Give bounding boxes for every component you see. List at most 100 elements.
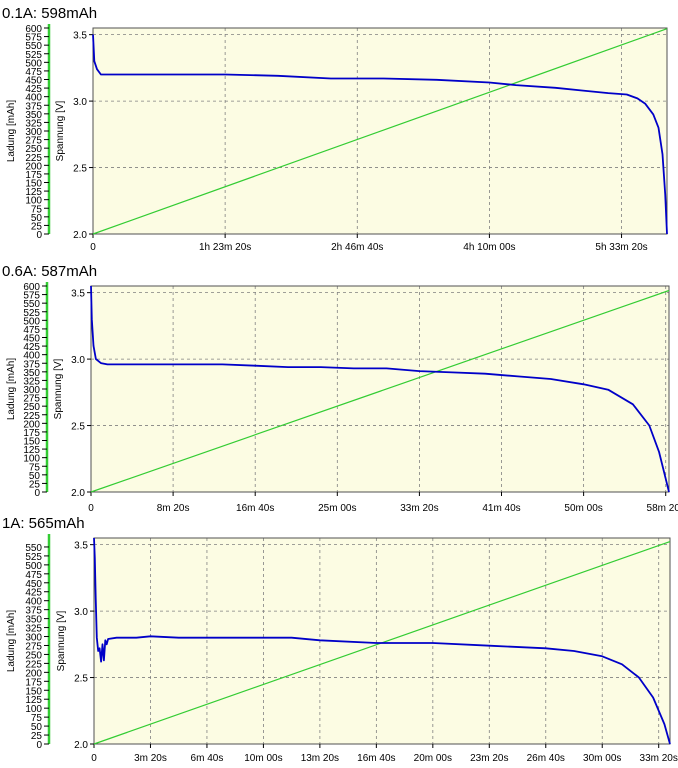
charge-tick-label: 575 bbox=[23, 291, 40, 302]
charge-tick-label: 550 bbox=[25, 543, 42, 554]
charge-tick-label: 50 bbox=[29, 471, 41, 482]
charge-tick-label: 550 bbox=[25, 41, 42, 52]
x-tick-label: 33m 20s bbox=[400, 503, 438, 514]
charge-tick-label: 450 bbox=[25, 76, 42, 87]
charge-tick-label: 350 bbox=[23, 368, 40, 379]
charge-tick-label: 475 bbox=[25, 570, 42, 581]
charge-tick-label: 400 bbox=[25, 93, 42, 104]
charge-tick-label: 0 bbox=[36, 740, 42, 751]
charge-tick-label: 450 bbox=[23, 334, 40, 345]
voltage-tick-label: 3.5 bbox=[74, 541, 88, 552]
charge-tick-label: 525 bbox=[23, 308, 40, 319]
voltage-axis-label: Spannung [V] bbox=[53, 358, 64, 419]
x-tick-label: 30m 00s bbox=[583, 753, 621, 764]
x-tick-label: 1h 23m 20s bbox=[199, 242, 251, 253]
charge-tick-label: 375 bbox=[25, 606, 42, 617]
charge-tick-label: 325 bbox=[23, 376, 40, 387]
charge-tick-label: 475 bbox=[23, 325, 40, 336]
charge-tick-label: 550 bbox=[23, 299, 40, 310]
voltage-tick-label: 2.0 bbox=[73, 230, 87, 241]
charge-tick-label: 225 bbox=[25, 153, 42, 164]
charge-tick-label: 275 bbox=[25, 641, 42, 652]
charge-tick-label: 500 bbox=[25, 561, 42, 572]
charge-axis-label: Ladung [mAh] bbox=[6, 610, 17, 672]
charge-tick-label: 300 bbox=[25, 127, 42, 138]
chart-panel-3: 1A: 565mAh 0 3m 20s 6m 40s 10m 00s 13m 20s 16m… bbox=[2, 515, 678, 764]
charge-tick-label: 325 bbox=[25, 118, 42, 129]
charge-tick-label: 300 bbox=[25, 633, 42, 644]
charge-tick-label: 525 bbox=[25, 50, 42, 61]
charge-tick-label: 200 bbox=[25, 668, 42, 679]
charge-tick-label: 575 bbox=[25, 33, 42, 44]
charge-tick-label: 100 bbox=[23, 454, 40, 465]
charge-tick-label: 425 bbox=[25, 588, 42, 599]
x-tick-label: 58m 20s bbox=[647, 503, 678, 514]
charge-tick-label: 350 bbox=[25, 615, 42, 626]
x-tick-label: 4h 10m 00s bbox=[463, 242, 515, 253]
charge-tick-label: 75 bbox=[31, 204, 43, 215]
x-tick-label: 2h 46m 40s bbox=[331, 242, 383, 253]
charge-tick-label: 175 bbox=[25, 677, 42, 688]
plot-frame bbox=[90, 285, 670, 493]
x-tick-label: 13m 20s bbox=[301, 753, 339, 764]
charge-tick-label: 50 bbox=[31, 213, 43, 224]
voltage-tick-label: 3.5 bbox=[71, 289, 85, 300]
chart-title: 1A: 565mAh bbox=[2, 515, 85, 532]
charge-tick-label: 300 bbox=[23, 385, 40, 396]
charge-tick-label: 100 bbox=[25, 196, 42, 207]
charge-axis-label: Ladung [mAh] bbox=[6, 358, 17, 420]
x-tick-label: 26m 40s bbox=[527, 753, 565, 764]
x-tick-label: 0 bbox=[88, 503, 94, 514]
charge-tick-label: 275 bbox=[25, 136, 42, 147]
voltage-series-line bbox=[93, 537, 671, 745]
charge-tick-label: 450 bbox=[25, 579, 42, 590]
charge-tick-label: 400 bbox=[23, 351, 40, 362]
x-tick-label: 10m 00s bbox=[244, 753, 282, 764]
x-tick-label: 8m 20s bbox=[157, 503, 190, 514]
charge-tick-label: 375 bbox=[23, 359, 40, 370]
charge-tick-label: 50 bbox=[31, 722, 43, 733]
x-tick-label: 20m 00s bbox=[414, 753, 452, 764]
charge-tick-label: 150 bbox=[23, 437, 40, 448]
voltage-tick-label: 2.0 bbox=[71, 488, 85, 499]
charge-tick-label: 125 bbox=[25, 187, 42, 198]
charge-series-line bbox=[92, 28, 668, 235]
charge-tick-label: 25 bbox=[29, 479, 41, 490]
chart-panel-2: 0.6A: 587mAh 0 8m 20s 16m 40s 25m 00s 33m 20s… bbox=[2, 263, 678, 514]
charge-tick-label: 600 bbox=[23, 282, 40, 293]
charge-tick-label: 225 bbox=[23, 411, 40, 422]
voltage-tick-label: 2.5 bbox=[74, 674, 88, 685]
charge-tick-label: 425 bbox=[23, 342, 40, 353]
charge-tick-label: 200 bbox=[23, 419, 40, 430]
voltage-tick-label: 2.0 bbox=[74, 740, 88, 751]
x-tick-label: 6m 40s bbox=[191, 753, 224, 764]
x-tick-label: 50m 00s bbox=[564, 503, 602, 514]
voltage-series-line bbox=[92, 34, 668, 235]
charge-tick-label: 400 bbox=[25, 597, 42, 608]
x-tick-label: 5h 33m 20s bbox=[595, 242, 647, 253]
x-tick-label: 16m 40s bbox=[236, 503, 274, 514]
voltage-tick-label: 3.5 bbox=[73, 31, 87, 42]
charge-tick-label: 325 bbox=[25, 624, 42, 635]
x-tick-label: 0 bbox=[90, 242, 96, 253]
charge-tick-label: 375 bbox=[25, 101, 42, 112]
charge-tick-label: 150 bbox=[25, 179, 42, 190]
chart-panel-1: 0.1A: 598mAh 0 1h 23m 20s 2h 46m 40s 4h 10m … bbox=[2, 5, 668, 253]
charge-tick-label: 75 bbox=[29, 462, 41, 473]
charge-tick-label: 100 bbox=[25, 704, 42, 715]
charge-tick-label: 125 bbox=[23, 445, 40, 456]
voltage-tick-label: 2.5 bbox=[73, 164, 87, 175]
charge-tick-label: 250 bbox=[25, 650, 42, 661]
voltage-tick-label: 3.0 bbox=[73, 97, 87, 108]
voltage-tick-label: 2.5 bbox=[71, 422, 85, 433]
x-tick-label: 23m 20s bbox=[470, 753, 508, 764]
x-tick-label: 33m 20s bbox=[640, 753, 678, 764]
charge-series-line bbox=[90, 289, 670, 493]
charge-tick-label: 250 bbox=[23, 402, 40, 413]
charge-tick-label: 475 bbox=[25, 67, 42, 78]
charge-tick-label: 250 bbox=[25, 144, 42, 155]
x-tick-label: 41m 40s bbox=[482, 503, 520, 514]
charge-tick-label: 275 bbox=[23, 394, 40, 405]
voltage-axis-label: Spannung [V] bbox=[56, 610, 67, 671]
